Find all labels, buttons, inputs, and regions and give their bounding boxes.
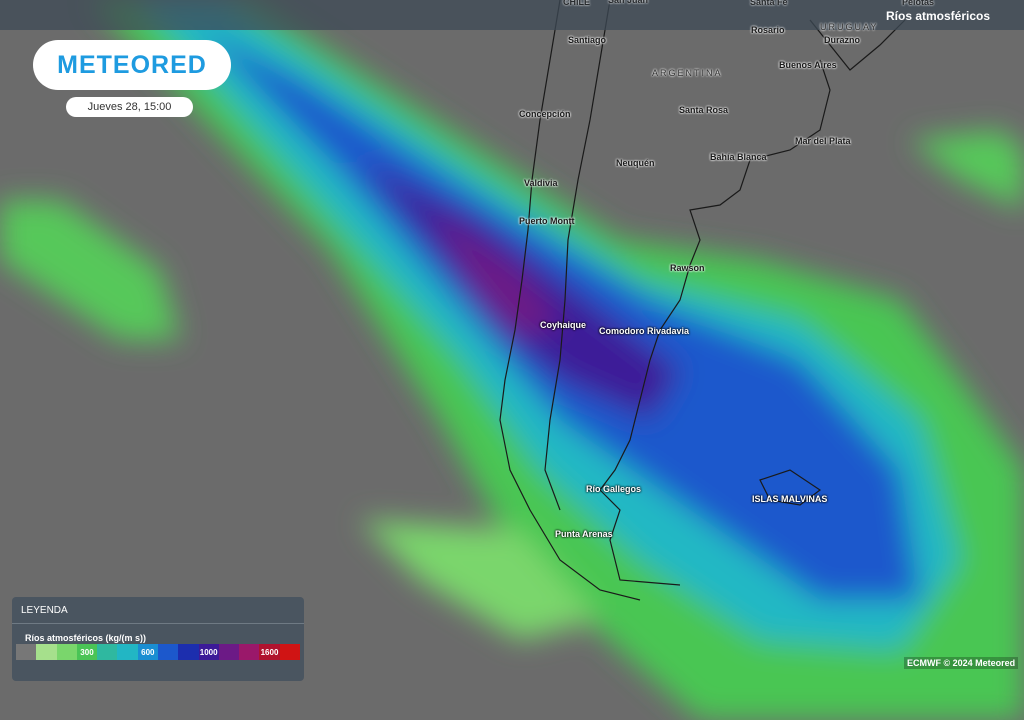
edge-label: Pelotas (902, 0, 935, 7)
place-label: Durazno (824, 35, 860, 45)
place-label: Valdivia (524, 178, 558, 188)
place-label: Rawson (670, 263, 705, 273)
color-swatch: 1000 (198, 644, 219, 660)
color-swatch (16, 644, 37, 660)
legend-subtitle: Ríos atmosféricos (kg/(m s)) (25, 633, 147, 643)
place-label: Punta Arenas (555, 529, 613, 539)
color-swatch (56, 644, 77, 660)
place-label: Mar del Plata (795, 136, 851, 146)
logo-pill: METEORED (33, 40, 231, 90)
color-swatch (279, 644, 300, 660)
place-label: Santiago (568, 35, 607, 45)
scale-label: 300 (80, 647, 94, 657)
legend: LEYENDA Ríos atmosféricos (kg/(m s)) 300… (12, 597, 304, 681)
place-label: Puerto Montt (519, 216, 575, 226)
color-swatch (239, 644, 260, 660)
divider (12, 623, 304, 624)
credit: ECMWF © 2024 Meteored (904, 657, 1019, 669)
date-pill: Jueves 28, 15:00 (66, 97, 193, 117)
place-label: Comodoro Rivadavia (599, 326, 690, 336)
place-label: Bahía Blanca (710, 152, 767, 162)
color-swatch (36, 644, 57, 660)
place-label: Santa Rosa (679, 105, 729, 115)
place-label: ISLAS MALVINAS (752, 494, 828, 504)
place-label: Neuquén (616, 158, 655, 168)
color-swatch (157, 644, 179, 660)
color-swatch: 600 (137, 644, 158, 660)
scale-label: 1000 (199, 647, 218, 657)
scale-label: 600 (141, 647, 155, 657)
header-title[interactable]: Ríos atmosféricos (886, 9, 991, 23)
place-label: Buenos Aires (779, 60, 837, 70)
color-swatch (117, 644, 138, 660)
place-label: Coyhaique (540, 320, 587, 330)
color-swatch (97, 644, 118, 660)
place-label: URUGUAY (820, 22, 879, 32)
edge-label: San Juan (608, 0, 649, 5)
place-label: ARGENTINA (652, 68, 723, 78)
place-label: Río Gallegos (586, 484, 642, 494)
scale-label: 1600 (260, 647, 279, 657)
edge-label: CHILE (563, 0, 590, 7)
place-label: Rosario (751, 25, 785, 35)
legend-title: LEYENDA (21, 605, 68, 616)
coastlines (499, 0, 906, 601)
place-label: Concepción (519, 109, 571, 119)
color-swatch: 300 (76, 644, 98, 660)
header-bar (0, 0, 1024, 30)
color-swatch (218, 644, 240, 660)
color-swatch (178, 644, 199, 660)
color-scale: 300 600 1000 1600 (16, 644, 300, 660)
edge-label: Santa Fe (750, 0, 788, 7)
color-swatch: 1600 (259, 644, 280, 660)
